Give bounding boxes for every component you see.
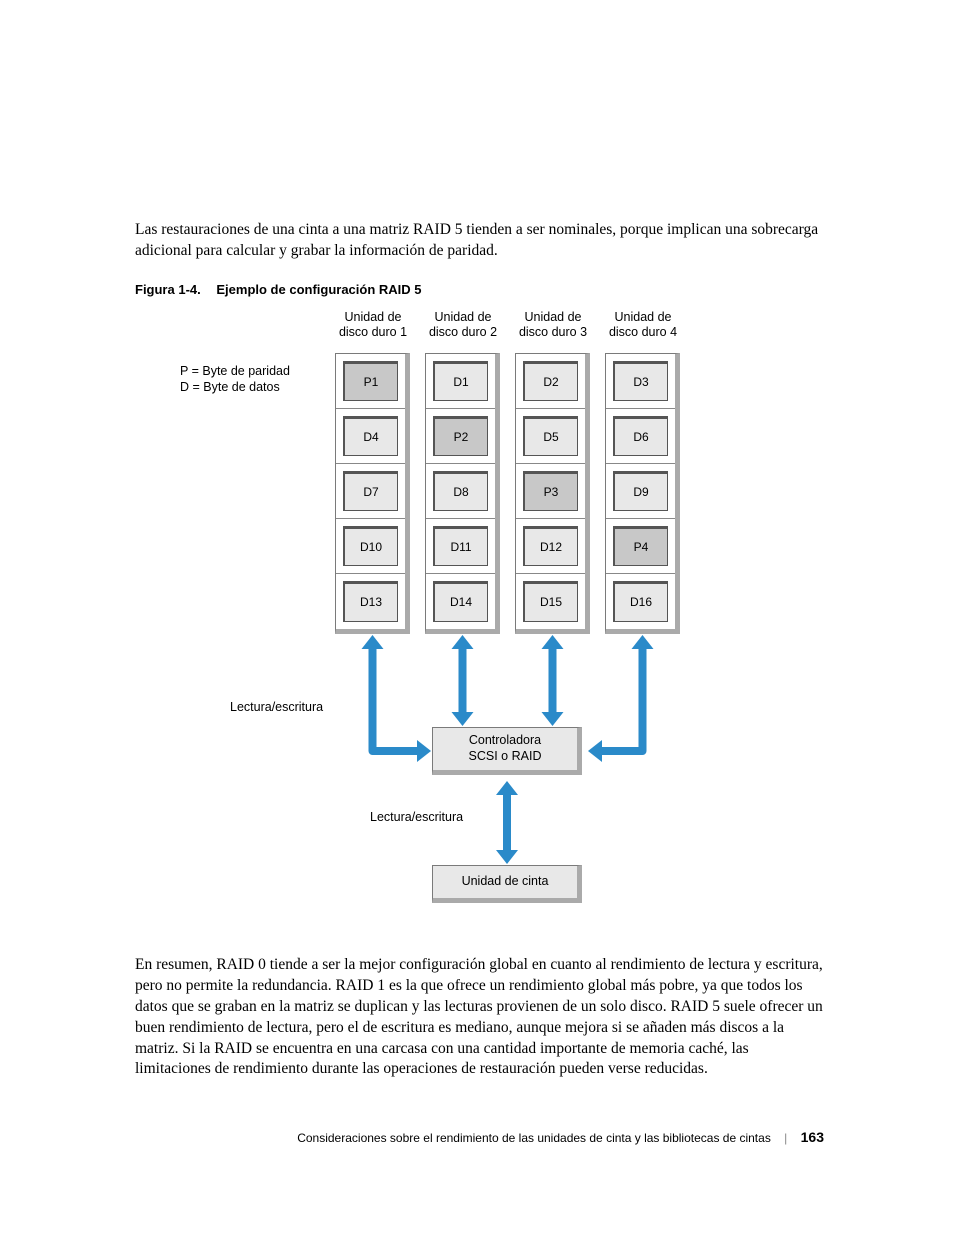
drive-cell: D6 <box>606 409 675 464</box>
data-byte: D16 <box>613 581 668 622</box>
legend-parity: P = Byte de paridad <box>180 363 290 379</box>
legend-data: D = Byte de datos <box>180 379 290 395</box>
controller-line1: Controladora <box>469 733 542 749</box>
data-byte: D4 <box>343 416 398 456</box>
data-byte: D14 <box>433 581 488 622</box>
drive-cell: D14 <box>426 574 495 629</box>
drive-column: P1 D4 D7 D10 D13 <box>335 353 410 634</box>
drive-cell: D11 <box>426 519 495 574</box>
data-byte: D12 <box>523 526 578 566</box>
drive-column: D3 D6 D9 P4 D16 <box>605 353 680 634</box>
parity-byte: P2 <box>433 416 488 456</box>
data-byte: D6 <box>613 416 668 456</box>
tape-drive-box: Unidad de cinta <box>432 865 582 903</box>
footer-section: Consideraciones sobre el rendimiento de … <box>297 1131 771 1145</box>
drive-cell: D8 <box>426 464 495 519</box>
parity-byte: P3 <box>523 471 578 511</box>
column-header: Unidad de disco duro 2 <box>419 310 507 341</box>
page-footer: Consideraciones sobre el rendimiento de … <box>0 1129 954 1145</box>
drive-cell: D4 <box>336 409 405 464</box>
figure-number: Figura 1-4. <box>135 282 201 297</box>
page-number: 163 <box>801 1129 824 1145</box>
drive-cell: D3 <box>606 354 675 409</box>
data-byte: D1 <box>433 361 488 401</box>
column-header: Unidad de disco duro 1 <box>329 310 417 341</box>
drive-cell: P3 <box>516 464 585 519</box>
parity-byte: P4 <box>613 526 668 566</box>
drive-cell: D5 <box>516 409 585 464</box>
parity-byte: P1 <box>343 361 398 401</box>
summary-paragraph: En resumen, RAID 0 tiende a ser la mejor… <box>135 955 825 1081</box>
data-byte: D10 <box>343 526 398 566</box>
data-byte: D11 <box>433 526 488 566</box>
data-byte: D2 <box>523 361 578 401</box>
data-byte: D13 <box>343 581 398 622</box>
rw-label-top: Lectura/escritura <box>230 700 323 714</box>
drive-cell: D12 <box>516 519 585 574</box>
drive-cell: D2 <box>516 354 585 409</box>
legend: P = Byte de paridadD = Byte de datos <box>180 363 290 396</box>
drive-cell: P2 <box>426 409 495 464</box>
data-byte: D9 <box>613 471 668 511</box>
figure-title: Ejemplo de configuración RAID 5 <box>216 282 421 297</box>
data-byte: D15 <box>523 581 578 622</box>
data-byte: D5 <box>523 416 578 456</box>
raid5-diagram: P = Byte de paridadD = Byte de datos Unid… <box>135 305 825 945</box>
drive-cell: D16 <box>606 574 675 629</box>
data-byte: D3 <box>613 361 668 401</box>
column-header: Unidad de disco duro 4 <box>599 310 687 341</box>
footer-separator: | <box>784 1131 787 1145</box>
drive-cell: D9 <box>606 464 675 519</box>
drive-cell: D15 <box>516 574 585 629</box>
rw-label-bottom: Lectura/escritura <box>370 810 463 824</box>
controller-box: ControladoraSCSI o RAID <box>432 727 582 775</box>
drive-cell: D13 <box>336 574 405 629</box>
data-byte: D7 <box>343 471 398 511</box>
drive-cell: D7 <box>336 464 405 519</box>
drive-column: D2 D5 P3 D12 D15 <box>515 353 590 634</box>
data-byte: D8 <box>433 471 488 511</box>
intro-paragraph: Las restauraciones de una cinta a una ma… <box>135 220 825 262</box>
figure-caption: Figura 1-4. Ejemplo de configuración RAI… <box>135 282 825 297</box>
controller-line2: SCSI o RAID <box>469 749 542 765</box>
drive-cell: D10 <box>336 519 405 574</box>
drive-cell: P1 <box>336 354 405 409</box>
drive-column: D1 P2 D8 D11 D14 <box>425 353 500 634</box>
drive-cell: P4 <box>606 519 675 574</box>
drive-cell: D1 <box>426 354 495 409</box>
column-header: Unidad de disco duro 3 <box>509 310 597 341</box>
